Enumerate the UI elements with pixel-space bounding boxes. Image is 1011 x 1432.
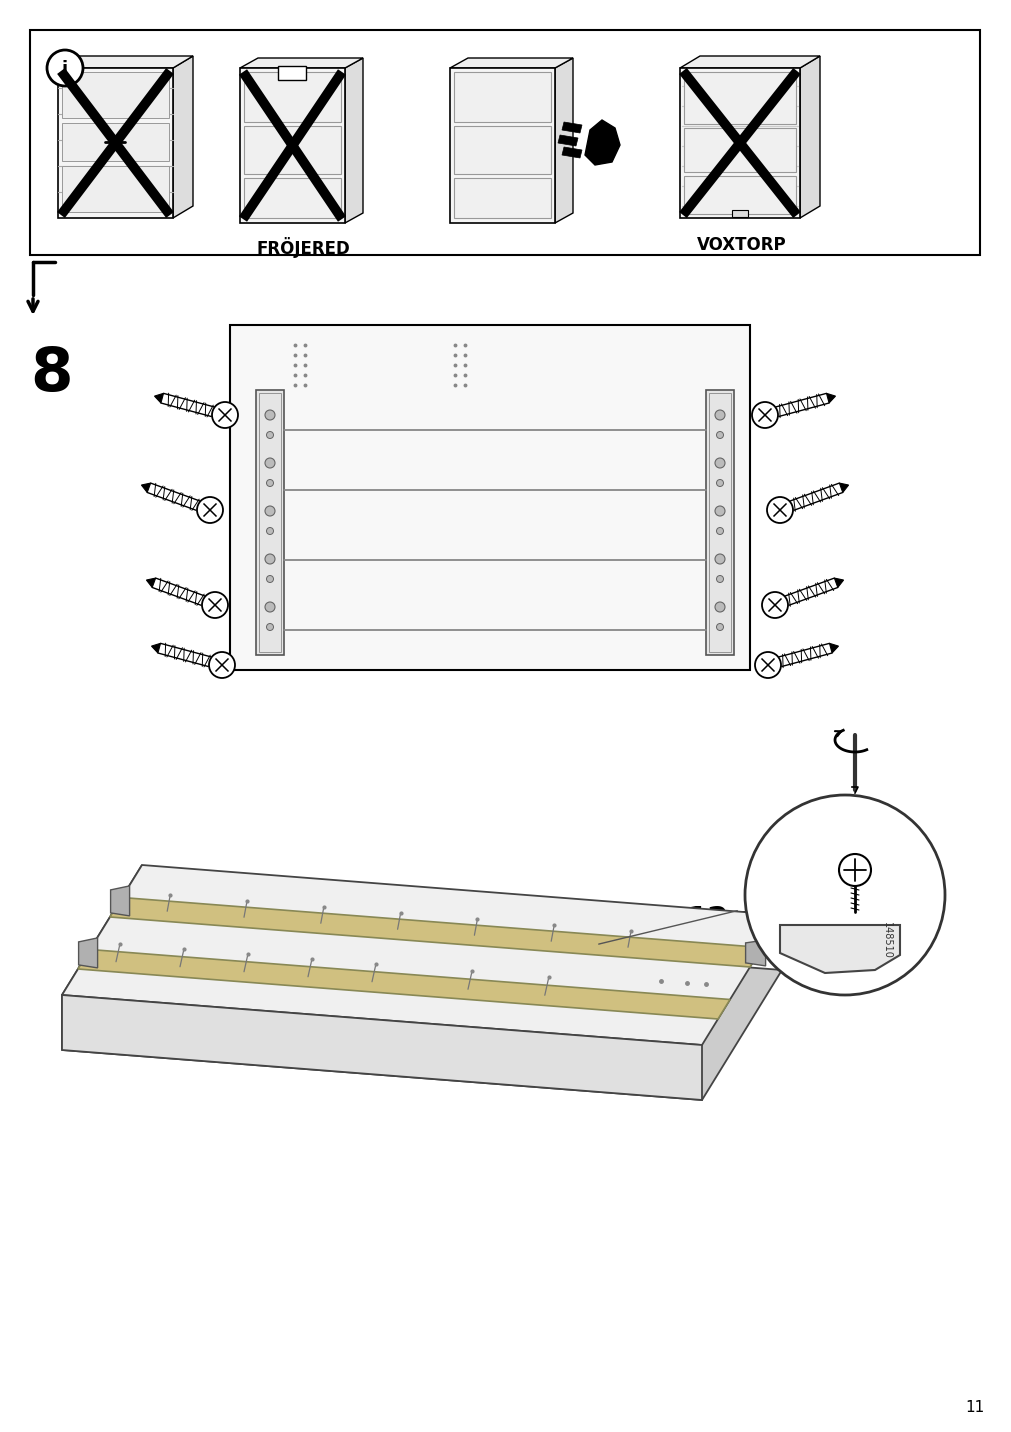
- Bar: [240, 67, 345, 223]
- Circle shape: [266, 431, 273, 438]
- Text: 8: 8: [30, 345, 73, 404]
- Bar: [683, 127, 796, 172]
- Bar: [731, 211, 747, 218]
- Circle shape: [715, 505, 724, 516]
- Text: VOXTORP: VOXTORP: [697, 236, 786, 253]
- Bar: [229, 325, 749, 670]
- Circle shape: [211, 402, 238, 428]
- Polygon shape: [557, 135, 577, 146]
- Circle shape: [266, 480, 273, 487]
- Polygon shape: [62, 919, 782, 1100]
- Polygon shape: [240, 59, 363, 67]
- Bar: [683, 176, 796, 213]
- Bar: [30, 30, 979, 255]
- Bar: [679, 67, 800, 218]
- Circle shape: [754, 652, 780, 677]
- Polygon shape: [78, 949, 729, 1020]
- Circle shape: [766, 497, 793, 523]
- Polygon shape: [62, 865, 782, 1045]
- Bar: [450, 67, 554, 223]
- Circle shape: [744, 795, 944, 995]
- Circle shape: [715, 601, 724, 611]
- Circle shape: [202, 591, 227, 619]
- Polygon shape: [779, 925, 899, 972]
- Bar: [244, 126, 341, 175]
- Circle shape: [716, 527, 723, 534]
- Circle shape: [265, 505, 275, 516]
- Polygon shape: [833, 579, 843, 587]
- Polygon shape: [58, 56, 193, 67]
- Polygon shape: [173, 56, 193, 218]
- Text: 148510: 148510: [882, 922, 891, 958]
- Circle shape: [266, 576, 273, 583]
- Circle shape: [761, 591, 788, 619]
- Circle shape: [265, 554, 275, 564]
- Polygon shape: [345, 59, 363, 223]
- Circle shape: [265, 410, 275, 420]
- Polygon shape: [142, 483, 151, 493]
- Polygon shape: [110, 898, 761, 967]
- Circle shape: [265, 458, 275, 468]
- Polygon shape: [745, 939, 765, 967]
- Polygon shape: [450, 59, 572, 67]
- Bar: [62, 72, 169, 117]
- Polygon shape: [147, 579, 156, 587]
- Polygon shape: [110, 886, 129, 916]
- Text: i: i: [62, 60, 68, 77]
- Bar: [256, 390, 284, 654]
- Circle shape: [266, 527, 273, 534]
- Polygon shape: [800, 56, 819, 218]
- Polygon shape: [79, 938, 97, 968]
- Polygon shape: [561, 122, 581, 133]
- Circle shape: [715, 554, 724, 564]
- Polygon shape: [679, 56, 819, 67]
- Circle shape: [266, 623, 273, 630]
- Bar: [244, 72, 341, 122]
- Circle shape: [209, 652, 235, 677]
- Polygon shape: [554, 59, 572, 223]
- Circle shape: [47, 50, 83, 86]
- Circle shape: [751, 402, 777, 428]
- Bar: [683, 72, 796, 125]
- Bar: [706, 390, 733, 654]
- Bar: [259, 392, 281, 652]
- Polygon shape: [838, 483, 848, 493]
- Polygon shape: [561, 147, 581, 158]
- Circle shape: [716, 623, 723, 630]
- Polygon shape: [152, 643, 161, 653]
- Circle shape: [197, 497, 222, 523]
- Circle shape: [265, 601, 275, 611]
- Bar: [454, 72, 550, 122]
- Bar: [62, 123, 169, 160]
- Polygon shape: [829, 643, 838, 653]
- Circle shape: [838, 853, 870, 886]
- Polygon shape: [62, 995, 702, 1100]
- Bar: [709, 392, 730, 652]
- Bar: [454, 126, 550, 175]
- Text: 11: 11: [964, 1400, 984, 1415]
- Circle shape: [715, 458, 724, 468]
- Text: 12x: 12x: [686, 905, 748, 935]
- Circle shape: [716, 480, 723, 487]
- Circle shape: [716, 576, 723, 583]
- Polygon shape: [826, 394, 835, 402]
- Text: FRÖJERED: FRÖJERED: [256, 238, 350, 259]
- Bar: [62, 166, 169, 212]
- Bar: [454, 178, 550, 218]
- Polygon shape: [155, 394, 164, 402]
- Circle shape: [715, 410, 724, 420]
- Circle shape: [716, 431, 723, 438]
- Bar: [58, 67, 173, 218]
- Polygon shape: [584, 120, 620, 165]
- Bar: [244, 178, 341, 218]
- Bar: [278, 66, 305, 80]
- Polygon shape: [62, 865, 142, 1050]
